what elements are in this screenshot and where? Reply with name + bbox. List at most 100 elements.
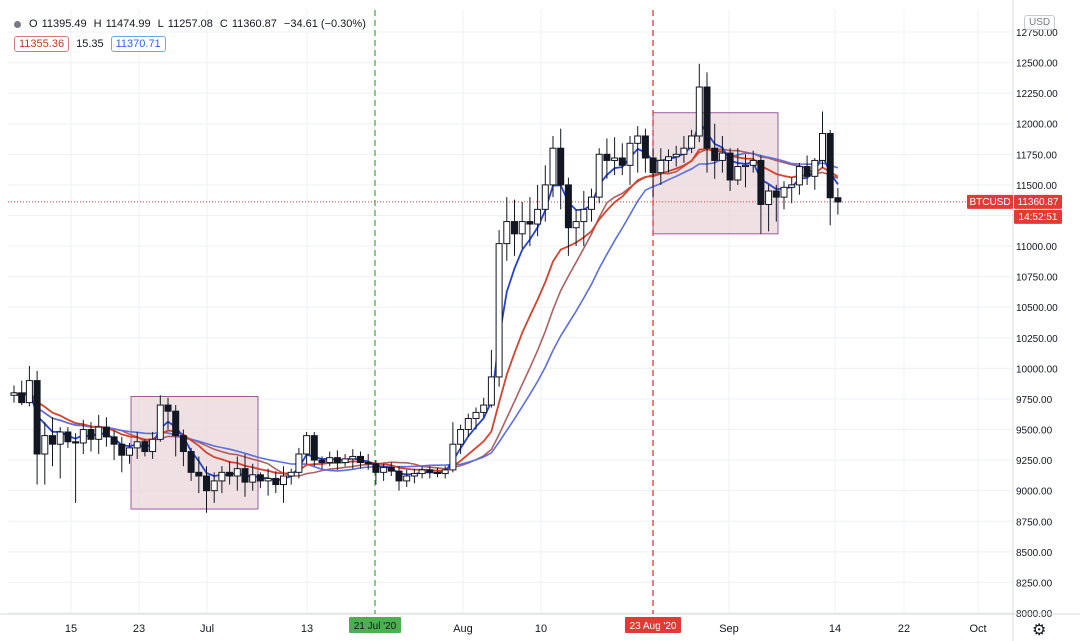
- candle-up: [349, 455, 357, 460]
- candle-up: [811, 159, 819, 177]
- candle-down: [203, 475, 210, 492]
- candle-down: [256, 474, 264, 482]
- low-value: 11257.08: [167, 18, 213, 30]
- candle-up: [10, 392, 18, 396]
- currency-button[interactable]: USD: [1024, 15, 1056, 30]
- y-tick-label: 11000.00: [1016, 242, 1057, 253]
- candle-up: [341, 458, 349, 464]
- candle-down: [187, 451, 195, 473]
- high-value: 11474.99: [105, 18, 151, 30]
- x-tick-label: 22: [898, 623, 910, 635]
- y-tick-label: 8500.00: [1016, 548, 1053, 559]
- candle-down: [395, 470, 403, 482]
- ma-slow-line: [13, 152, 839, 472]
- candle-up: [480, 404, 488, 413]
- candle-down: [757, 159, 765, 205]
- candle-up: [403, 475, 411, 482]
- candle-down: [72, 441, 80, 444]
- candle-down: [226, 471, 234, 477]
- candle-up: [688, 135, 696, 149]
- y-tick-label: 10750.00: [1016, 273, 1058, 284]
- indicator-mid-value: 15.35: [76, 38, 104, 50]
- open-label: O: [29, 18, 38, 30]
- candle-up: [503, 221, 511, 245]
- indicator-row: 11355.36 15.35 11370.71: [14, 34, 366, 54]
- candle-up: [495, 243, 503, 378]
- candle-down: [241, 468, 249, 483]
- candle-up: [657, 159, 665, 174]
- candle-up: [580, 208, 588, 223]
- candle-up: [441, 469, 449, 475]
- candle-up: [380, 466, 388, 473]
- indicator-red-value[interactable]: 11355.36: [14, 36, 70, 52]
- candle-up: [665, 156, 672, 161]
- candle-down: [372, 463, 380, 473]
- candle-up: [472, 411, 480, 420]
- candle-up: [749, 159, 757, 166]
- candle-up: [56, 431, 64, 445]
- candle-up: [249, 474, 257, 483]
- close-label: C: [219, 18, 228, 30]
- candle-down: [618, 157, 626, 166]
- high-label: H: [93, 18, 102, 30]
- candle-up: [303, 435, 311, 455]
- candle-up: [295, 453, 303, 473]
- status-dot-icon: [14, 20, 21, 28]
- candle-up: [287, 471, 295, 477]
- candle-up: [795, 166, 803, 186]
- candle-down: [102, 426, 110, 438]
- candle-down: [387, 466, 395, 472]
- y-tick-label: 9500.00: [1016, 426, 1053, 437]
- candle-down: [511, 221, 518, 235]
- y-tick-label: 9000.00: [1016, 487, 1053, 498]
- vline-red-label-bg: [625, 617, 681, 633]
- candle-down: [172, 410, 180, 437]
- countdown-tag: 14:52:51: [1019, 212, 1058, 223]
- candle-up: [549, 147, 557, 186]
- candle-up: [95, 426, 103, 440]
- close-value: 11360.87: [231, 18, 277, 30]
- y-tick-label: 12500.00: [1016, 59, 1058, 70]
- candle-down: [333, 457, 341, 464]
- candle-up: [572, 221, 580, 229]
- candle-up: [264, 477, 272, 482]
- candle-down: [310, 435, 318, 461]
- candle-down: [649, 157, 657, 174]
- candle-up: [734, 166, 742, 181]
- candle-up: [626, 142, 634, 166]
- candle-down: [711, 147, 719, 161]
- candle-up: [210, 480, 218, 492]
- indicator-blue-value[interactable]: 11370.71: [110, 36, 166, 52]
- candle-down: [195, 471, 203, 477]
- candle-down: [434, 471, 441, 475]
- candle-up: [41, 435, 49, 455]
- x-tick-label: 13: [301, 623, 313, 635]
- candle-up: [588, 196, 595, 210]
- candle-up: [25, 380, 33, 404]
- candle-up: [634, 135, 642, 144]
- candle-down: [49, 435, 56, 445]
- y-tick-label: 12250.00: [1016, 89, 1058, 100]
- symbol-tag-bg: [967, 194, 1013, 209]
- candle-down: [603, 153, 611, 161]
- y-tick-label: 10000.00: [1016, 364, 1058, 375]
- candle-up: [233, 468, 241, 477]
- legend: O 11395.49 H 11474.99 L 11257.08 C 11360.87 …: [14, 14, 366, 54]
- settings-gear-icon[interactable]: ⚙: [1032, 622, 1047, 639]
- candle-down: [164, 404, 172, 412]
- vline-green-label: 21 Jul '20: [354, 621, 397, 632]
- open-value: 11395.49: [41, 18, 87, 30]
- candle-up: [611, 157, 619, 161]
- candle-up: [126, 447, 133, 456]
- candle-up: [326, 457, 334, 464]
- candle-down: [526, 221, 534, 225]
- y-tick-label: 12000.00: [1016, 120, 1058, 131]
- y-tick-label: 9750.00: [1016, 395, 1053, 406]
- candle-down: [803, 166, 811, 177]
- candle-down: [826, 133, 834, 199]
- candle-down: [87, 429, 95, 440]
- countdown-tag-bg: [1014, 209, 1062, 224]
- candle-down: [318, 459, 326, 464]
- vline-red-label: 23 Aug '20: [630, 621, 677, 632]
